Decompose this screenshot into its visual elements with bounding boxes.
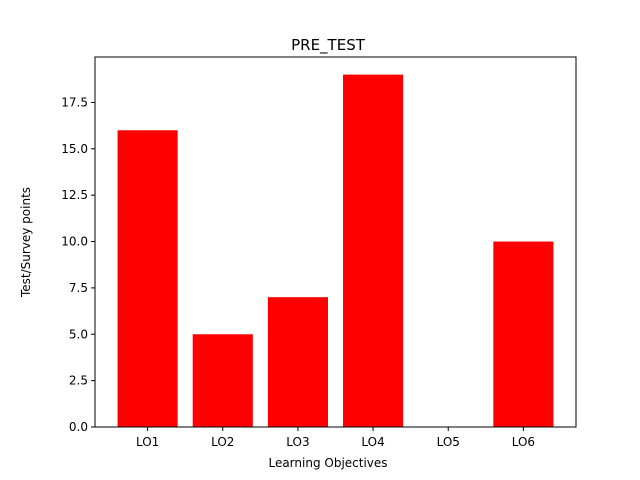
chart-title: PRE_TEST bbox=[291, 36, 366, 55]
y-axis: 0.0 2.5 5.0 7.5 10.0 12.5 15.0 17.5 bbox=[61, 95, 95, 434]
y-tick-label: 7.5 bbox=[69, 281, 88, 295]
x-tick-label-lo3: LO3 bbox=[286, 435, 309, 449]
bar-lo4 bbox=[343, 74, 404, 427]
y-axis-label: Test/Survey points bbox=[19, 187, 33, 298]
bars-group bbox=[117, 74, 554, 427]
y-tick-label: 10.0 bbox=[61, 235, 88, 249]
bar-lo3 bbox=[267, 297, 328, 427]
x-tick-label-lo4: LO4 bbox=[361, 435, 384, 449]
bar-lo6 bbox=[493, 241, 554, 427]
x-tick-label-lo6: LO6 bbox=[512, 435, 535, 449]
bar-lo1 bbox=[117, 130, 178, 427]
x-tick-label-lo5: LO5 bbox=[437, 435, 460, 449]
y-tick-label: 17.5 bbox=[61, 95, 88, 109]
x-axis: LO1 LO2 LO3 LO4 LO5 LO6 bbox=[136, 427, 535, 449]
x-tick-label-lo2: LO2 bbox=[211, 435, 234, 449]
y-tick-label: 15.0 bbox=[61, 142, 88, 156]
y-tick-label: 0.0 bbox=[69, 420, 88, 434]
y-tick-label: 2.5 bbox=[69, 374, 88, 388]
bar-lo2 bbox=[192, 334, 253, 427]
x-axis-label: Learning Objectives bbox=[268, 456, 387, 470]
y-tick-label: 5.0 bbox=[69, 327, 88, 341]
y-tick-label: 12.5 bbox=[61, 188, 88, 202]
x-tick-label-lo1: LO1 bbox=[136, 435, 159, 449]
